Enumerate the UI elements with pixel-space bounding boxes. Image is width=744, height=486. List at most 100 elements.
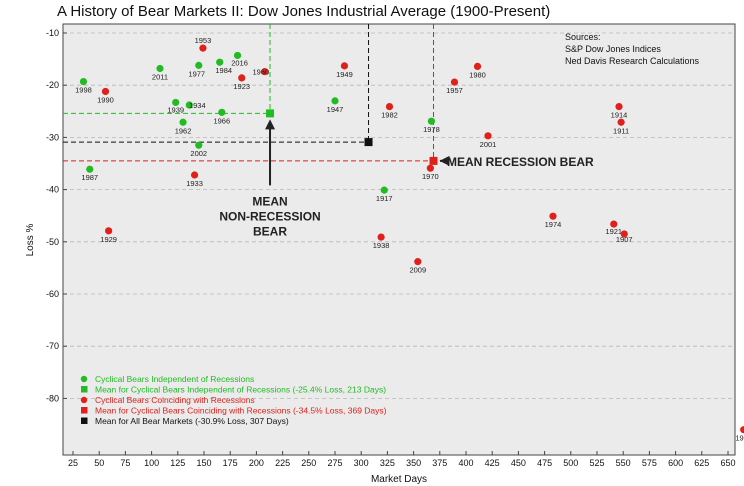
point-label: 1977 bbox=[188, 69, 205, 78]
legend-marker bbox=[80, 375, 88, 383]
data-point bbox=[105, 227, 113, 235]
x-tick-label: 475 bbox=[537, 458, 552, 468]
data-point bbox=[377, 233, 385, 241]
sources-note: Sources: S&P Dow Jones Indices Ned Davis R… bbox=[565, 32, 700, 66]
data-point bbox=[331, 97, 339, 105]
data-point bbox=[340, 62, 349, 70]
point-label: 2009 bbox=[409, 266, 426, 275]
x-axis: 25 50 75 100 125 150 175 200 225 250 275 300 325 350 3… bbox=[68, 451, 736, 468]
legend-label: Mean for Cyclical Bears Independent of R… bbox=[95, 385, 386, 395]
point-label: 1998 bbox=[75, 86, 92, 95]
plot-area bbox=[62, 23, 736, 456]
data-point bbox=[427, 117, 436, 125]
data-point bbox=[473, 62, 482, 71]
point-label: 1939 bbox=[167, 105, 184, 114]
point-label: 1970 bbox=[422, 172, 439, 181]
x-tick-label: 75 bbox=[120, 458, 130, 468]
data-point bbox=[238, 74, 246, 82]
x-tick-label: 250 bbox=[301, 458, 316, 468]
data-point bbox=[79, 77, 88, 86]
point-label: 1917 bbox=[376, 194, 393, 203]
point-label: 1960 bbox=[252, 68, 269, 77]
point-label: 1907 bbox=[616, 235, 633, 244]
data-point bbox=[414, 258, 422, 266]
non-recession-annotation-line: BEAR bbox=[253, 224, 287, 238]
data-point bbox=[185, 101, 193, 109]
legend-marker bbox=[81, 386, 88, 393]
x-tick-label: 125 bbox=[170, 458, 185, 468]
non-recession-annotation-line: MEAN bbox=[252, 194, 287, 208]
recession-arrowhead bbox=[439, 155, 450, 166]
x-tick-label: 525 bbox=[589, 458, 604, 468]
point-label: 1966 bbox=[213, 116, 230, 125]
data-point bbox=[233, 51, 242, 60]
x-tick-label: 100 bbox=[144, 458, 159, 468]
point-label: 1987 bbox=[81, 173, 98, 182]
x-tick-label: 375 bbox=[432, 458, 447, 468]
x-tick-label: 175 bbox=[223, 458, 238, 468]
data-point bbox=[617, 118, 625, 126]
point-label: 1978 bbox=[423, 125, 440, 134]
x-tick-label: 350 bbox=[406, 458, 421, 468]
point-label: 1982 bbox=[381, 111, 398, 120]
x-tick-label: 625 bbox=[694, 458, 709, 468]
legend: Cyclical Bears Independent of Recessions… bbox=[80, 374, 387, 426]
point-label: 2001 bbox=[480, 140, 497, 149]
point-label: 1911 bbox=[613, 126, 629, 135]
data-point bbox=[484, 132, 492, 140]
mean-marker bbox=[266, 109, 275, 118]
point-label: 2011 bbox=[152, 72, 168, 81]
x-tick-label: 650 bbox=[720, 458, 735, 468]
x-tick-label: 575 bbox=[642, 458, 657, 468]
source-line: Sources: bbox=[565, 32, 601, 42]
x-tick-label: 200 bbox=[249, 458, 264, 468]
data-point bbox=[218, 108, 226, 116]
source-line: S&P Dow Jones Indices bbox=[565, 44, 661, 54]
point-label: 1921 bbox=[605, 227, 622, 236]
data-point bbox=[740, 426, 744, 434]
data-point bbox=[426, 164, 434, 172]
x-axis-title: Market Days bbox=[371, 474, 427, 485]
point-label: 1934 bbox=[189, 101, 206, 110]
legend-label: Cyclical Bears Independent of Recessions bbox=[95, 374, 254, 384]
source-line: Ned Davis Research Calculations bbox=[565, 56, 700, 66]
point-label: 1923 bbox=[233, 82, 250, 91]
mean-marker bbox=[364, 138, 373, 147]
point-label: 2002 bbox=[190, 149, 207, 158]
data-point bbox=[261, 68, 269, 76]
point-label: 1933 bbox=[186, 179, 203, 188]
y-axis: -10 -20 -30 -40 -50 -60 -70 -80 bbox=[46, 28, 67, 403]
legend-label: Cyclical Bears Coinciding with Recession… bbox=[95, 395, 255, 405]
data-point bbox=[385, 103, 394, 111]
y-tick-label: -60 bbox=[46, 289, 59, 299]
legend-marker bbox=[80, 396, 88, 404]
point-label: 1957 bbox=[446, 86, 463, 95]
non-recession-annotation-line: NON-RECESSION bbox=[219, 209, 320, 223]
point-label: 1929 bbox=[100, 235, 117, 244]
data-point bbox=[179, 118, 187, 126]
x-tick-label: 425 bbox=[485, 458, 500, 468]
point-label: 1953 bbox=[195, 36, 212, 45]
x-tick-label: 300 bbox=[354, 458, 369, 468]
y-tick-label: -50 bbox=[46, 237, 59, 247]
x-tick-label: 600 bbox=[668, 458, 683, 468]
legend-label: Mean for All Bear Markets (-30.9% Loss, … bbox=[95, 416, 289, 426]
x-tick-label: 275 bbox=[327, 458, 342, 468]
x-tick-label: 150 bbox=[196, 458, 211, 468]
x-tick-label: 325 bbox=[380, 458, 395, 468]
point-label: 1932 bbox=[735, 434, 744, 443]
y-tick-label: -80 bbox=[46, 393, 59, 403]
x-tick-label: 225 bbox=[275, 458, 290, 468]
x-tick-label: 500 bbox=[563, 458, 578, 468]
point-label: 1914 bbox=[611, 111, 628, 120]
point-label: 1980 bbox=[469, 70, 486, 79]
x-tick-label: 50 bbox=[94, 458, 104, 468]
legend-marker bbox=[81, 417, 88, 424]
y-tick-label: -20 bbox=[46, 80, 59, 90]
point-label: 1974 bbox=[545, 220, 562, 229]
x-tick-label: 550 bbox=[616, 458, 631, 468]
y-tick-label: -70 bbox=[46, 341, 59, 351]
